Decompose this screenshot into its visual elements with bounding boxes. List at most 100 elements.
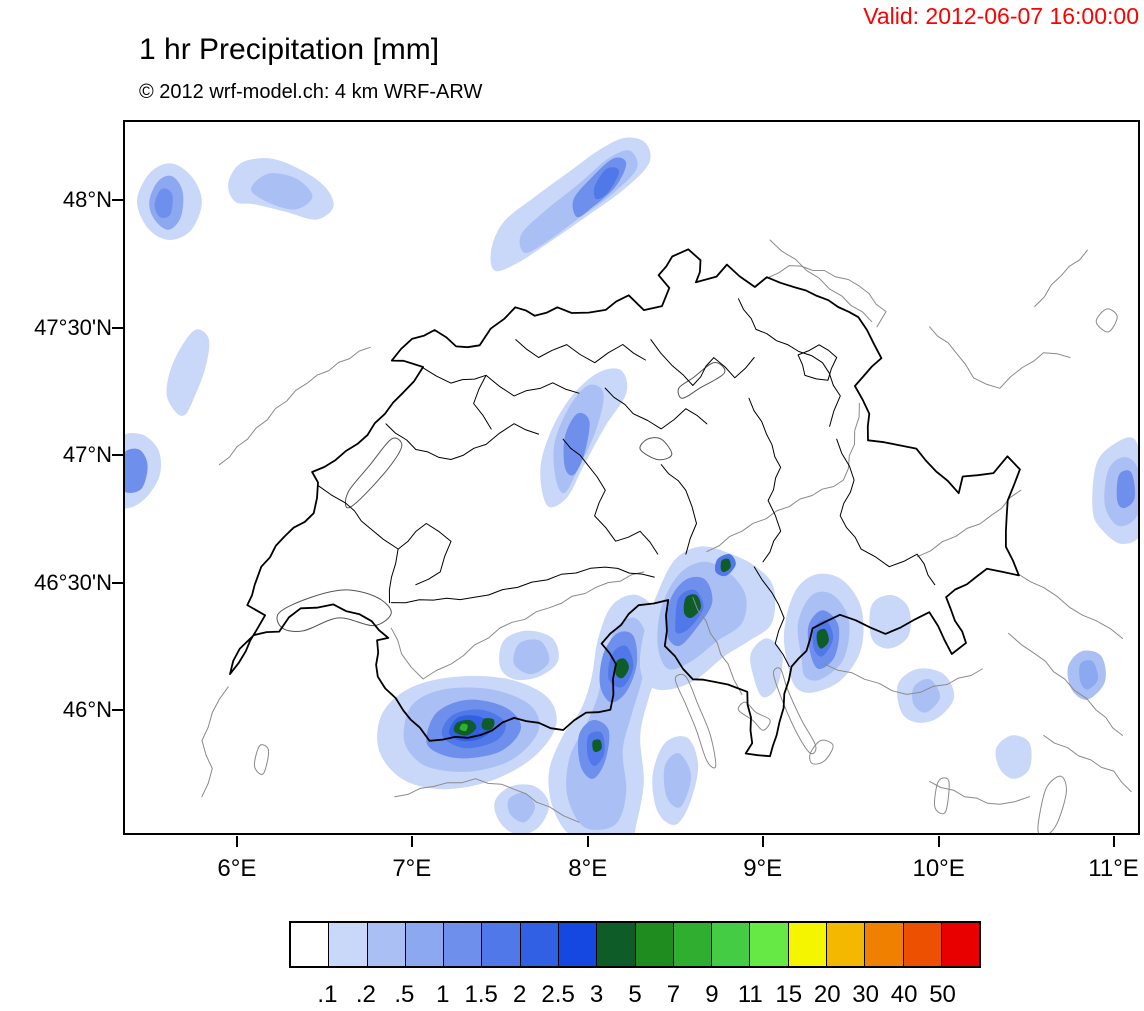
lon-tick-label: 8°E [568,855,608,882]
colorbar-label: 3 [589,981,604,1008]
lat-tick-label: 48°N [62,187,112,213]
canton-border [660,464,697,555]
river-line [218,346,371,466]
precip-area [816,628,829,649]
colorbar-label: .1 [317,981,338,1008]
precip-area [663,753,692,808]
colorbar-segment [520,923,559,966]
precip-area [995,735,1032,779]
colorbar-labels: .1 .2 .5 1 1.5 2 2.5 3 5 7 9 11 15 20 30 40 50 [289,981,981,1011]
colorbar-segment [941,923,980,966]
canton-border [562,438,659,555]
river-line [1008,632,1123,736]
river-line [766,265,887,328]
river-line [692,597,743,696]
foreign-lake-outline [253,744,270,775]
colorbar-label: 11 [737,981,763,1008]
river-line [929,326,1071,389]
precip-area [750,638,783,698]
precip-area [250,173,313,210]
canton-border [317,484,399,604]
lon-tick-mark [586,836,589,847]
canton-border [397,523,452,586]
lake-outline [276,589,392,632]
canton-border [385,423,540,460]
lake-outline [344,437,403,509]
canton-border [748,397,782,563]
river-line [929,780,1030,805]
colorbar-label: 30 [852,981,880,1008]
colorbar-segment [903,923,942,966]
lat-tick-mark [112,199,123,202]
foreign-lake-outline [1095,308,1118,333]
lat-tick-label: 46°N [62,696,112,722]
river-line [1043,734,1132,793]
colorbar-segment [865,923,904,966]
colorbar-label: 50 [929,981,956,1008]
river-line [769,239,873,323]
river-line [1034,249,1088,307]
canton-border [390,566,655,604]
precip-area [123,448,148,493]
precip-area [481,718,495,731]
river-line [916,489,1022,558]
colorbar-segment [826,923,866,966]
canton-border [753,566,790,667]
precip-area [912,678,941,713]
precip-area [563,412,590,476]
plot-subtitle: © 2012 wrf-model.ch: 4 km WRF-ARW [139,81,483,103]
canton-border [738,298,841,427]
foreign-lake-outline [737,701,771,731]
river-line [201,686,229,798]
lon-tick-label: 6°E [217,855,257,882]
precip-area [166,329,210,416]
colorbar-segment [367,923,406,966]
lat-tick-label: 46°30'N [34,569,112,595]
colorbar-label: 1.5 [464,981,498,1008]
river-line [706,402,860,553]
precip-area [1079,660,1099,690]
precip-area [683,594,701,619]
plot-title: 1 hr Precipitation [mm] [139,33,440,66]
colorbar-label: 40 [890,981,918,1008]
precip-area [869,594,911,649]
colorbar-segment [291,923,330,966]
colorbar-label: 5 [628,981,642,1008]
lat-tick-mark [112,454,123,457]
canton-border [515,339,646,364]
colorbar-segment [673,923,713,966]
lon-tick-mark [410,836,413,847]
colorbar-label: 9 [705,981,719,1008]
lat-tick-mark [112,327,123,330]
river-line [823,663,983,695]
lon-tick-mark [761,836,764,847]
colorbar-segment [788,923,827,966]
canton-border [422,367,580,397]
precipitation-map [123,120,1140,835]
colorbar-segment [750,923,789,966]
colorbar-segment [712,923,751,966]
foreign-lake-outline [934,777,950,815]
lon-tick-mark [235,836,238,847]
map-border-frame [123,120,1140,835]
valid-time: Valid: 2012-06-07 16:00:00 [863,3,1139,29]
foreign-lake-outline [674,673,717,769]
colorbar-segment [405,923,445,966]
canton-border [473,374,492,430]
river-line [390,571,645,680]
lat-tick-mark [112,581,123,584]
lon-tick-mark [1112,836,1115,847]
colorbar-label: 20 [813,981,841,1008]
colorbar-segment [444,923,483,966]
river-line [394,778,580,823]
precip-area [1116,470,1136,509]
canton-border [650,339,755,386]
colorbar-label: 15 [775,981,803,1008]
colorbar-label: 1 [436,981,450,1008]
lat-tick-label: 47°30'N [34,315,112,341]
colorbar-segment [635,923,674,966]
national-border [229,248,1021,758]
colorbar-label: 7 [666,981,681,1008]
colorbar-segment [597,923,636,966]
colorbar-segment [482,923,521,966]
